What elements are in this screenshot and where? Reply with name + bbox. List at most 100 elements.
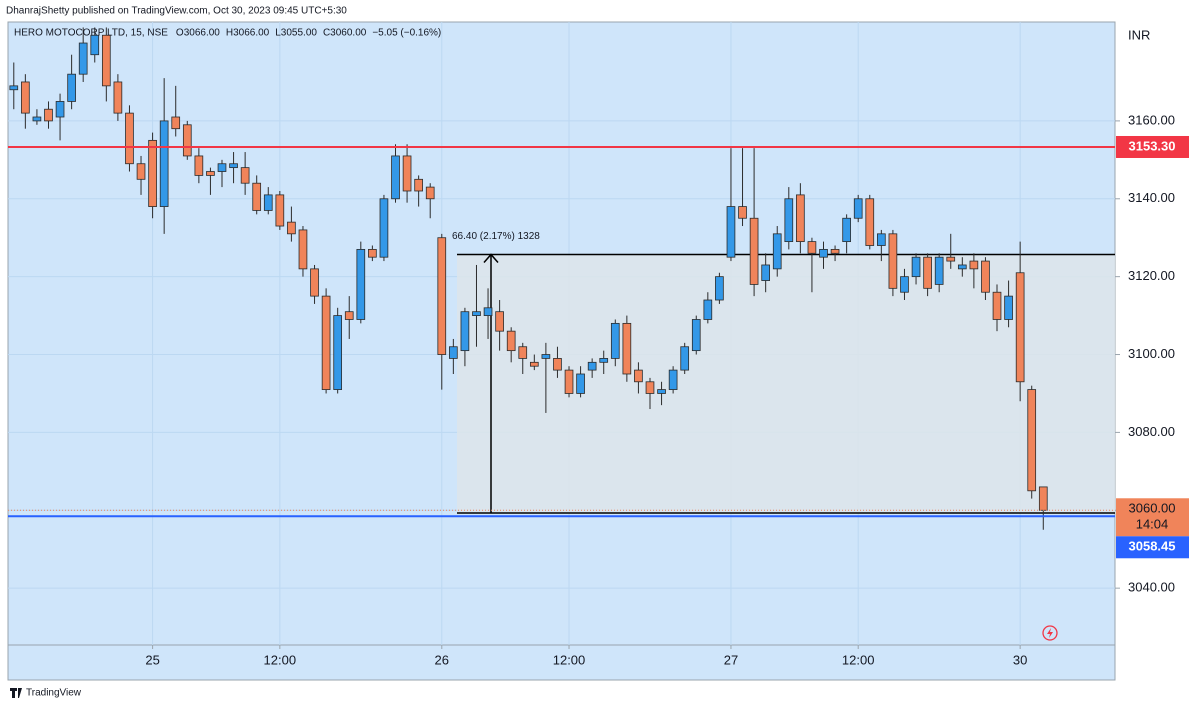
symbol: HERO MOTOCORP LTD, 15, NSE [14, 28, 168, 39]
candle-body [113, 81, 123, 114]
legend-value: L3055.00 [275, 28, 317, 39]
candle-body [449, 346, 458, 359]
logo-mark [10, 688, 22, 698]
candle-body [946, 256, 956, 262]
candle-body [761, 264, 770, 281]
y-tick-label: 3100.00 [1128, 346, 1175, 361]
candle-body [865, 198, 875, 246]
candle-body [182, 124, 192, 157]
candle-body [460, 311, 470, 352]
candle-body [715, 276, 724, 301]
candle-body [287, 221, 296, 235]
candle-body [310, 268, 319, 297]
candle-body [148, 139, 157, 207]
candle-body [78, 42, 88, 75]
legend-value: −5.05 (−0.16%) [372, 28, 441, 39]
candle-body [506, 330, 516, 352]
footer-text: TradingView [26, 688, 82, 699]
x-tick-label: 12:00 [553, 652, 586, 667]
candle-body [32, 116, 42, 122]
candle-body [44, 108, 53, 122]
candle-body [402, 155, 412, 192]
candle-body [784, 198, 794, 243]
measure-label: 66.40 (2.17%) 1328 [452, 231, 540, 242]
candle-body [668, 369, 678, 390]
candle-body [437, 237, 447, 355]
y-tick-label: 3040.00 [1128, 580, 1175, 595]
candle-body [830, 248, 840, 254]
candle-body [610, 322, 620, 359]
currency: INR [1128, 27, 1150, 42]
x-tick-label: 12:00 [842, 652, 875, 667]
measure-tool: 66.40 (2.17%) 1328 [452, 231, 1115, 514]
candle-body [136, 163, 146, 180]
candle-body [599, 358, 609, 363]
candle-body [634, 369, 643, 383]
candle-body [587, 361, 597, 371]
candle-body [853, 198, 863, 219]
candle-body [888, 233, 898, 289]
candle-body [622, 322, 632, 375]
candle-body [368, 248, 377, 258]
candle-body [738, 206, 747, 219]
price-tag-label: 3153.30 [1129, 138, 1176, 153]
legend-value: O3066.00 [176, 28, 220, 39]
x-tick-label: 30 [1013, 652, 1027, 667]
price-tag-label: 3058.45 [1129, 539, 1176, 554]
candle-body [472, 311, 481, 316]
candle-body [969, 260, 979, 270]
countdown: 14:04 [1136, 517, 1169, 532]
candle-body [125, 112, 134, 165]
y-tick-label: 3160.00 [1128, 112, 1175, 127]
overlay: 3040.00 3060.00 3080.00 3100.00 3120.00 3140.… [8, 112, 1189, 667]
candle-body [391, 155, 400, 200]
candle-body [749, 217, 759, 285]
candle-body [726, 206, 736, 258]
price-tag [1116, 536, 1189, 559]
candle-body [576, 373, 585, 394]
candle-body [911, 256, 921, 278]
footer-logo: TradingView [10, 688, 82, 699]
candle-body [981, 260, 990, 293]
x-tick-label: 12:00 [264, 652, 297, 667]
y-tick-label: 3120.00 [1128, 268, 1175, 283]
candle-body [240, 167, 250, 184]
candle-body [206, 171, 215, 176]
price-tag [1116, 135, 1189, 158]
candle-body [703, 299, 713, 320]
candle-body [101, 34, 111, 87]
candle-body [819, 248, 828, 258]
candle-body [680, 346, 690, 371]
candle-body [691, 319, 701, 352]
candle-body [495, 311, 504, 332]
candle-body [1038, 486, 1048, 511]
candle-body [957, 264, 967, 270]
candle-body [21, 81, 30, 114]
candle-body [67, 73, 76, 102]
candle-body [772, 233, 782, 270]
last-price-tag [1116, 498, 1189, 537]
candle-body [842, 217, 851, 243]
y-tick-label: 3080.00 [1128, 424, 1175, 439]
candle-body [900, 276, 909, 293]
measure-arrowhead [483, 253, 499, 263]
candle-body [807, 241, 817, 254]
candle-body [1027, 389, 1037, 492]
candle-body [414, 178, 423, 192]
candle-body [425, 186, 435, 200]
candle-body [90, 34, 100, 56]
candle-body [1015, 272, 1025, 383]
candle-body [321, 295, 331, 390]
candle-body [194, 155, 204, 176]
candle-body [356, 248, 366, 320]
candle-body [171, 116, 181, 130]
candle-body [159, 120, 169, 207]
candle-body [553, 358, 562, 371]
x-tick-label: 25 [145, 652, 159, 667]
legend-value: C3060.00 [323, 28, 367, 39]
legend-value: H3066.00 [226, 28, 270, 39]
candle-body [252, 182, 262, 211]
candle-body [333, 315, 343, 390]
